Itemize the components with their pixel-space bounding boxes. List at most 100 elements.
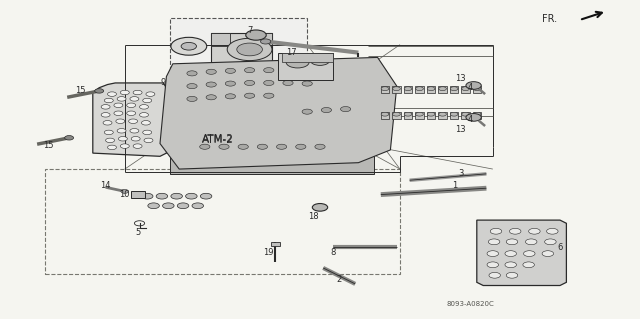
Bar — [438, 86, 447, 93]
Circle shape — [545, 239, 556, 245]
Circle shape — [200, 144, 210, 149]
Circle shape — [187, 71, 197, 76]
Text: 8: 8 — [330, 248, 335, 256]
Circle shape — [276, 144, 287, 149]
Text: 7: 7 — [247, 26, 252, 35]
Circle shape — [315, 144, 325, 149]
Circle shape — [283, 80, 293, 85]
Bar — [427, 112, 435, 119]
Circle shape — [542, 251, 554, 256]
Text: 1: 1 — [452, 181, 457, 189]
Circle shape — [130, 129, 139, 133]
Bar — [392, 112, 401, 119]
Text: 2: 2 — [337, 275, 342, 284]
Circle shape — [130, 97, 139, 101]
Bar — [473, 112, 481, 119]
Circle shape — [186, 193, 197, 199]
Circle shape — [225, 94, 236, 99]
Circle shape — [428, 87, 435, 91]
Text: ATM-2: ATM-2 — [202, 134, 234, 144]
Circle shape — [474, 87, 481, 91]
Bar — [189, 84, 200, 96]
Circle shape — [264, 68, 274, 73]
Circle shape — [104, 130, 113, 135]
Circle shape — [192, 203, 204, 209]
Circle shape — [120, 144, 129, 148]
Circle shape — [177, 203, 189, 209]
Circle shape — [392, 112, 401, 116]
Circle shape — [65, 136, 74, 140]
Circle shape — [133, 90, 142, 95]
Circle shape — [283, 68, 293, 73]
Circle shape — [505, 251, 516, 256]
Circle shape — [462, 87, 469, 91]
Bar — [438, 112, 447, 119]
Text: 15: 15 — [75, 86, 85, 95]
Circle shape — [206, 69, 216, 74]
Circle shape — [225, 68, 236, 73]
Circle shape — [129, 119, 138, 123]
Circle shape — [490, 228, 502, 234]
Bar — [45, 169, 400, 274]
Circle shape — [187, 96, 197, 101]
Text: 17: 17 — [286, 48, 296, 57]
Text: 19: 19 — [264, 248, 274, 256]
Circle shape — [237, 43, 262, 56]
Circle shape — [148, 203, 159, 209]
Circle shape — [264, 80, 274, 85]
Circle shape — [131, 137, 140, 141]
Text: 3: 3 — [458, 169, 463, 178]
Circle shape — [264, 93, 274, 98]
Bar — [392, 86, 401, 93]
Circle shape — [108, 145, 116, 150]
Circle shape — [146, 92, 155, 96]
Circle shape — [439, 87, 446, 91]
Circle shape — [117, 97, 126, 101]
Circle shape — [140, 113, 148, 117]
Circle shape — [302, 109, 312, 114]
Circle shape — [439, 112, 446, 116]
Bar — [241, 84, 252, 96]
Circle shape — [257, 144, 268, 149]
Circle shape — [529, 228, 540, 234]
Circle shape — [101, 113, 110, 117]
Circle shape — [227, 38, 272, 61]
Circle shape — [286, 56, 309, 68]
Circle shape — [144, 138, 153, 143]
Circle shape — [118, 137, 127, 141]
Circle shape — [404, 112, 412, 116]
Circle shape — [466, 114, 481, 121]
Text: 14: 14 — [100, 181, 111, 189]
Text: 4: 4 — [468, 115, 473, 124]
Bar — [170, 18, 307, 108]
Circle shape — [416, 87, 424, 91]
Circle shape — [428, 112, 435, 116]
Circle shape — [143, 98, 152, 103]
Text: 13: 13 — [456, 125, 466, 134]
Text: 18: 18 — [308, 212, 319, 221]
Bar — [206, 84, 218, 96]
Text: 6: 6 — [557, 243, 563, 252]
Circle shape — [95, 89, 104, 93]
Circle shape — [206, 95, 216, 100]
Circle shape — [101, 105, 110, 109]
Circle shape — [506, 272, 518, 278]
Circle shape — [206, 82, 216, 87]
Bar — [170, 145, 374, 174]
Circle shape — [381, 87, 388, 91]
Circle shape — [462, 112, 469, 116]
Bar — [381, 112, 389, 119]
Bar — [404, 86, 412, 93]
Circle shape — [121, 189, 129, 193]
Circle shape — [489, 272, 500, 278]
Circle shape — [143, 130, 152, 135]
Circle shape — [525, 239, 537, 245]
Text: 8093-A0820C: 8093-A0820C — [447, 301, 494, 307]
Bar — [278, 53, 333, 80]
Text: 4: 4 — [468, 83, 473, 92]
Circle shape — [141, 121, 150, 125]
Circle shape — [103, 121, 112, 125]
Circle shape — [296, 144, 306, 149]
Circle shape — [163, 203, 174, 209]
Bar — [131, 191, 145, 198]
